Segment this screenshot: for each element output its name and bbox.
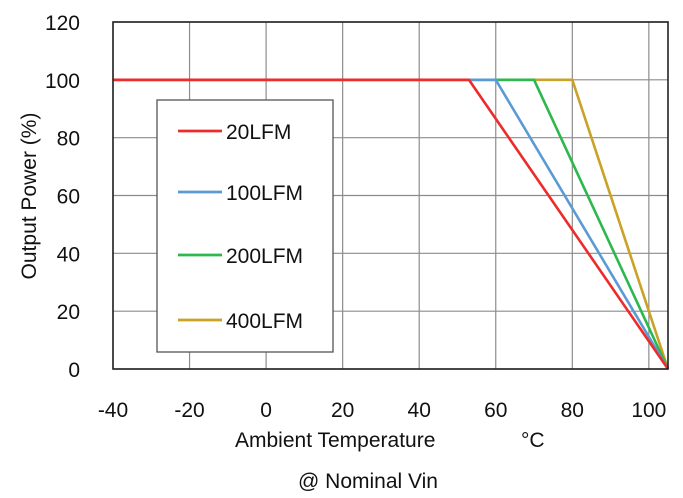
legend-box xyxy=(156,99,334,353)
legend-label: 200LFM xyxy=(226,245,303,268)
x-axis-unit: °C xyxy=(521,429,545,452)
y-axis-label: Output Power (%) xyxy=(18,113,41,280)
chart-subtitle: @ Nominal Vin xyxy=(298,470,438,493)
legend: 20LFM 100LFM 200LFM 400LFM xyxy=(156,99,334,353)
series-line-20lfm xyxy=(113,78,670,370)
y-tick-label: 100 xyxy=(45,70,80,93)
y-tick-label: 40 xyxy=(57,243,80,266)
y-tick-label: 60 xyxy=(57,186,80,209)
x-tick-label: 100 xyxy=(631,399,666,422)
y-tick-label: 120 xyxy=(45,12,80,35)
tick-labels: -40 -20 0 20 40 60 80 100 0 20 40 60 80 100 120 xyxy=(45,12,666,422)
legend-label: 400LFM xyxy=(226,310,303,333)
legend-label: 100LFM xyxy=(226,182,303,205)
legend-label: 20LFM xyxy=(226,121,291,144)
x-tick-label: 0 xyxy=(260,399,272,422)
y-tick-label: 20 xyxy=(57,301,80,324)
x-tick-label: 20 xyxy=(331,399,354,422)
y-tick-label: 0 xyxy=(68,359,80,382)
x-tick-label: -40 xyxy=(98,399,128,422)
series-lines xyxy=(113,78,670,370)
x-tick-label: -20 xyxy=(174,399,204,422)
x-tick-label: 40 xyxy=(408,399,431,422)
x-axis-label: Ambient Temperature xyxy=(235,429,435,452)
y-tick-label: 80 xyxy=(57,128,80,151)
x-tick-label: 60 xyxy=(484,399,507,422)
plot-frame xyxy=(112,21,669,370)
x-tick-label: 80 xyxy=(561,399,584,422)
